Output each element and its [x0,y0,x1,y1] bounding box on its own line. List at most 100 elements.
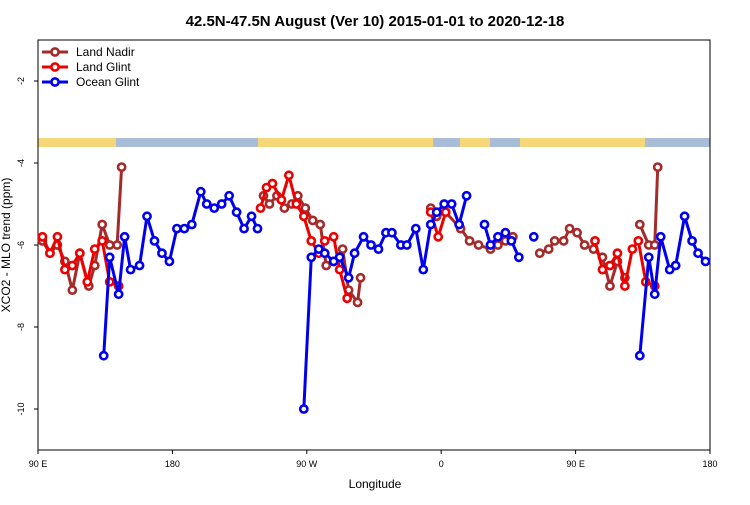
data-point [633,235,644,246]
data-point [67,285,78,295]
land-band [460,138,490,147]
data-point [634,350,645,361]
data-point [307,215,318,226]
data-point [300,203,311,213]
land-band [520,138,645,147]
data-point [321,260,332,271]
data-point [500,227,511,238]
data-point [267,178,278,189]
data-point [605,260,615,271]
legend-marker [50,47,60,57]
data-point [306,252,317,263]
data-point [37,231,48,242]
data-point [276,194,287,205]
data-point [700,256,711,267]
data-point [134,260,145,271]
data-point [464,235,475,246]
data-point [605,281,615,291]
data-point [306,235,317,246]
data-point [431,207,442,218]
data-point [558,235,569,246]
x-tick-label: 180 [165,459,180,469]
data-point [59,264,70,275]
data-point [116,162,127,172]
data-point [634,219,645,230]
data-point [454,219,465,230]
data-point [112,240,123,250]
land-ocean-strip [38,138,710,147]
data-point [239,223,249,234]
data-point [319,248,330,259]
data-point [655,231,666,242]
x-tick-label: 180 [702,459,717,469]
data-point [334,264,345,275]
data-point [334,252,345,263]
land-band [38,138,116,147]
data-point [209,203,220,213]
data-point [45,248,55,259]
data-point [149,235,160,246]
data-point [652,162,663,172]
data-point [643,252,654,263]
data-point [446,199,457,209]
data-point [319,235,330,246]
data-point [298,404,309,414]
data-point [410,223,421,234]
data-point [549,235,560,246]
data-point [315,219,326,230]
data-point [572,227,582,238]
legend-label: Ocean Glint [76,75,140,89]
legend-label: Land Glint [76,60,131,74]
data-point [74,248,85,259]
data-point [171,223,182,234]
data-point [98,350,109,361]
data-point [693,248,703,259]
y-tick-label: -6 [16,241,26,249]
data-point [97,235,108,246]
data-point [461,190,472,201]
data-point [479,219,490,230]
legend-marker [50,62,60,72]
data-point [425,219,436,230]
legend-marker [50,77,60,87]
data-point [590,235,600,246]
data-point [493,240,503,250]
data-point [649,289,660,300]
data-point [528,231,539,242]
data-point [252,223,263,234]
data-point [298,211,309,222]
data-point [679,211,690,222]
data-point [179,223,190,234]
data-point [328,231,339,242]
data-point [157,248,167,259]
data-point [440,207,451,218]
x-tick-label: 90 E [29,459,48,469]
chart-title: 42.5N-47.5N August (Ver 10) 2015-01-01 t… [186,13,565,30]
data-point [186,219,197,230]
data-point [97,219,108,230]
data-point [342,293,353,304]
data-point [231,207,242,218]
data-point [113,289,124,300]
data-point [619,281,630,291]
x-tick-label: 90 W [296,459,318,469]
data-point [255,203,266,213]
y-tick-label: -10 [16,402,26,415]
data-point [164,256,175,267]
data-point [649,240,660,250]
data-point [67,260,78,271]
data-point [627,244,638,254]
data-point [119,231,130,242]
data-point [543,244,554,254]
data-point [195,186,206,197]
x-axis-label: Longitude [349,477,402,491]
legend-label: Land Nadir [76,45,135,59]
data-point [433,231,444,242]
data-point [279,203,290,213]
data-point [283,170,294,181]
data-point [201,199,212,209]
data-point [352,297,363,308]
data-point [349,248,360,259]
data-point [493,231,503,242]
